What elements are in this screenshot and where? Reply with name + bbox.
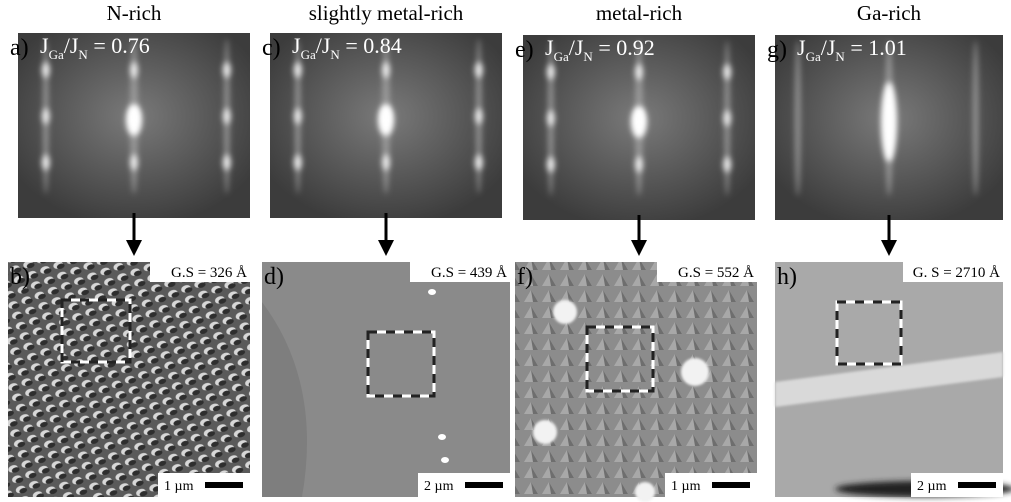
spot [723,110,731,126]
spot [382,62,390,78]
arrow-head [126,240,142,256]
ratio-part: Ga [554,49,569,64]
afm-particle [441,457,449,463]
specular-spot [631,106,647,138]
scale-bar [958,482,996,488]
spot [547,157,555,173]
specular-spot [126,104,142,136]
ratio-part: = 1.01 [845,35,907,60]
arrow-head [631,240,647,256]
afm-particle [533,420,557,444]
ratio-part: Ga [49,47,64,62]
ratio-part: = 0.76 [88,33,150,58]
afm-particle [681,358,709,386]
spot [475,108,483,124]
afm-particle [635,482,655,502]
panel-label: b) [10,264,30,290]
panel-label: a) [10,35,29,61]
panel-label: e) [515,37,534,63]
spot [723,157,731,173]
spot [42,62,50,78]
ratio-part: /J [316,33,331,58]
panel-label: d) [264,264,284,290]
panel-label: c) [262,35,281,61]
spot [223,155,231,171]
spot [130,62,138,78]
spot [130,155,138,171]
panel-label: g) [767,37,787,63]
spot [223,108,231,124]
spot [475,62,483,78]
specular-spot [378,104,394,136]
arrow-head [881,240,897,256]
spot [635,64,643,80]
spot [547,110,555,126]
arrow-head [378,240,394,256]
afm-image [8,262,250,497]
column-title: N-rich [107,1,162,25]
scale-bar [465,482,503,488]
ratio-part: /J [821,35,836,60]
ratio-part: = 0.84 [340,33,402,58]
scale-bar [712,482,750,488]
afm-image [515,262,757,497]
ratio-part: Ga [806,49,821,64]
scale-bar-label: 2 µm [424,479,454,494]
scale-bar-label: 1 µm [164,479,194,494]
column-title: metal-rich [596,1,683,25]
spot [223,62,231,78]
grain-size: G. S = 2710 Å [913,265,1000,281]
spot [42,108,50,124]
scale-bar-label: 1 µm [671,479,701,494]
spot [294,62,302,78]
grain-size: G.S = 552 Å [678,265,754,281]
scale-bar-label: 2 µm [917,479,947,494]
afm-particle [428,289,436,295]
grain-size: G.S = 326 Å [171,265,247,281]
panel-label: f) [517,264,533,290]
ratio-part: /J [64,33,79,58]
ratio-part: = 0.92 [593,35,655,60]
scale-bar [205,482,243,488]
afm-particle [438,434,446,440]
spot [635,157,643,173]
spot [294,155,302,171]
ratio-part: /J [569,35,584,60]
ratio-part: Ga [301,47,316,62]
spot [547,64,555,80]
streak [795,41,801,196]
spot [294,108,302,124]
spot [382,155,390,171]
spot [723,64,731,80]
spot [42,155,50,171]
column-title: slightly metal-rich [309,1,464,25]
afm-particle [553,300,577,324]
column-title: Ga-rich [857,1,922,25]
streak [973,41,979,196]
panel-label: h) [777,264,797,290]
spot [475,155,483,171]
grain-size: G.S = 439 Å [431,265,507,281]
specular-spot [881,82,897,162]
figure: N-richa)JGa/JN = 0.76b)G.S = 326 Å1 µmsl… [0,0,1011,502]
